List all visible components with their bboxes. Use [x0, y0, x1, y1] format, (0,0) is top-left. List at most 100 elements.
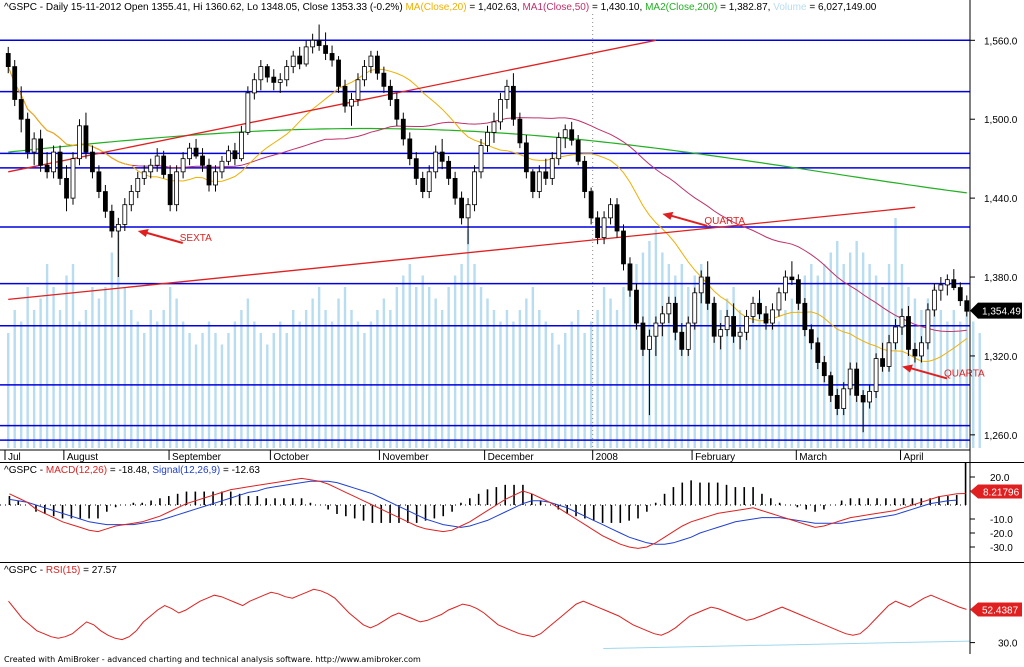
x-tick-label: August	[67, 452, 98, 462]
candle-body	[154, 155, 160, 166]
trendlines	[8, 39, 916, 301]
candle-body	[245, 92, 251, 133]
candle-body	[912, 348, 918, 357]
volume-bar	[615, 310, 619, 448]
candle-body	[18, 99, 24, 120]
volume-bar	[453, 275, 457, 448]
volume-bar	[661, 252, 664, 448]
volume-bar	[868, 264, 871, 448]
candle-body	[31, 138, 37, 153]
volume-bar	[797, 287, 800, 448]
volume-bar	[531, 287, 535, 448]
macd-header: ^GSPC - MACD(12,26) = -18.48, Signal(12,…	[4, 465, 260, 476]
candle-body	[906, 316, 911, 350]
candle-body	[109, 210, 115, 232]
volume-bars	[7, 218, 981, 448]
candle-body	[757, 302, 762, 315]
volume-bar	[188, 333, 191, 448]
annotation-arrow	[668, 213, 708, 227]
candle-body	[213, 171, 218, 186]
candle-body	[724, 316, 730, 331]
volume-bar	[505, 310, 509, 448]
candle-body	[919, 342, 924, 357]
annotation-arrow	[907, 366, 948, 380]
volume-bar	[939, 310, 943, 448]
price-x-axis: Jul August September October November Decembe…	[0, 449, 970, 462]
candle-body	[271, 76, 277, 83]
candle-body	[51, 151, 56, 173]
candle-body	[323, 45, 328, 54]
candle-body	[90, 151, 95, 173]
candle-body	[776, 292, 782, 311]
candle-body	[232, 150, 238, 160]
volume-bar	[259, 333, 263, 448]
volume-bar	[674, 275, 677, 448]
volume-bar	[965, 310, 968, 448]
candle-body	[420, 177, 426, 192]
macd-last-label: 3.55427	[983, 462, 1020, 465]
volume-bar	[214, 333, 217, 448]
candle-body	[407, 138, 413, 160]
volume-bar	[123, 287, 127, 448]
candle-body	[277, 79, 283, 83]
candle-body	[718, 329, 724, 337]
candle-body	[187, 147, 192, 160]
macd-tick-label: -10.0	[990, 515, 1013, 526]
candle-body	[951, 279, 957, 288]
price-tick-label: 1,380.0	[984, 273, 1018, 284]
volume-bar	[564, 333, 567, 448]
volume-bar	[861, 252, 865, 448]
candle-body	[251, 79, 257, 94]
candle-body	[290, 55, 296, 68]
volume-bar	[324, 310, 327, 448]
candle-body	[640, 322, 646, 350]
candle-body	[446, 160, 452, 179]
candle-body	[310, 39, 316, 48]
rsi-chart: ^GSPC - RSI(15) = 27.57 30.0 52.4387	[0, 562, 1024, 654]
candle-body	[122, 204, 128, 225]
candle-body	[802, 302, 808, 331]
volume-bar	[842, 264, 845, 448]
annotation-arrowhead	[901, 364, 913, 373]
volume-bar	[240, 310, 243, 448]
candle-body	[569, 129, 575, 141]
candle-body	[297, 55, 303, 65]
candle-body	[102, 191, 108, 212]
volume-bar	[700, 264, 703, 448]
volume-bar	[376, 310, 379, 448]
volume-bar	[440, 310, 444, 448]
candle-body	[498, 99, 503, 123]
candle-body	[135, 177, 141, 192]
candle-body	[821, 362, 827, 377]
candle-body	[64, 177, 69, 199]
x-tick-label: February	[695, 452, 735, 462]
candle-body	[931, 289, 937, 311]
volume-bar	[460, 264, 463, 448]
macd-lines	[9, 477, 966, 549]
x-tick-label: December	[488, 452, 535, 462]
candle-body	[517, 118, 523, 144]
volume-bar	[596, 310, 599, 448]
candle-body	[44, 164, 50, 173]
volume-bar	[143, 333, 146, 448]
volume-bar	[635, 264, 638, 448]
candle-body	[96, 171, 102, 192]
candle-body	[452, 177, 458, 199]
last-price-tag: 1,354.49	[970, 302, 1022, 319]
volume-bar	[32, 310, 36, 448]
volume-bar	[855, 241, 858, 448]
price-y-axis: 1,560.0 1,500.0 1,440.0 1,380.0 1,320.0 1,260…	[969, 0, 1018, 462]
macd-last-box	[970, 484, 1022, 499]
candle-body	[161, 155, 167, 175]
volume-bar	[602, 287, 606, 448]
volume-bar	[751, 310, 755, 448]
candle-body	[854, 368, 860, 396]
x-tick-label: March	[799, 452, 827, 462]
candle-body	[5, 53, 11, 68]
candle-body	[478, 145, 484, 173]
volume-bar	[162, 310, 165, 448]
candle-body	[808, 329, 814, 344]
candle-body	[167, 174, 173, 206]
candle-body	[536, 171, 542, 192]
candle-body	[860, 394, 866, 403]
